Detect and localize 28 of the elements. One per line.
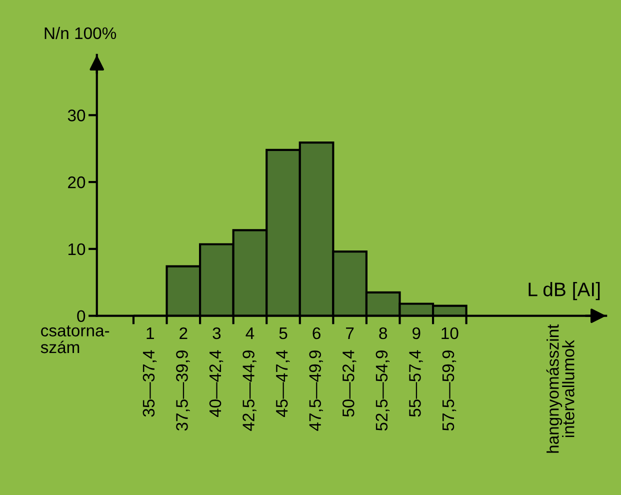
text: csatorna- szám [40,326,110,354]
y-tick-label: 20 [68,176,86,188]
y-axis-title: N/n 100% [44,26,116,40]
y-tick-label: 30 [68,110,86,122]
x-axis-title: L dB [AI] [528,282,600,300]
x-tick-label: 8 [379,327,388,340]
x-tick-label: 3 [212,327,221,340]
text: 55—57,4 [409,350,423,417]
text: 45—47,4 [276,350,290,417]
text: 57,5—59,9 [442,350,456,431]
text: hangnyomásszint intervallumok [546,324,574,453]
text: 37,5—39,9 [176,350,190,431]
y-tick-label: 0 [77,310,86,322]
x-tick-label: 4 [246,328,254,339]
x-tick-label: 5 [279,328,288,340]
text: 42,5—44,9 [242,350,256,431]
text: 47,5—49,9 [309,350,323,431]
text: 50—52,4 [342,350,356,417]
x-tick-label: 7 [346,328,354,339]
text: 40—42,4 [209,350,224,417]
text: 35—37,4 [142,350,157,417]
x-tick-label: 9 [412,327,420,340]
x-tick-label: 10 [442,327,458,340]
x-tick-label: 2 [180,327,188,339]
x-tick-label: 6 [312,327,320,340]
x-tick-label: 1 [146,328,154,339]
text: 52,5—54,9 [376,350,390,431]
y-tick-label: 10 [68,243,86,256]
